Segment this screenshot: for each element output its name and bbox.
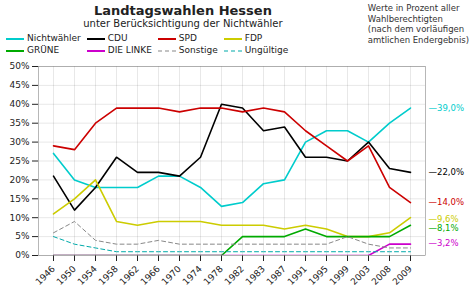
html-text:FDP: FDP xyxy=(244,33,263,43)
svg-text:1962: 1962 xyxy=(118,264,141,287)
svg-text:1946: 1946 xyxy=(34,264,57,287)
html-text:Ungültige: Ungültige xyxy=(244,45,289,55)
html-text:Nichtwähler: Nichtwähler xyxy=(27,33,81,43)
svg-text:1999: 1999 xyxy=(328,264,351,287)
svg-text:1954: 1954 xyxy=(76,264,99,287)
svg-text:1982: 1982 xyxy=(223,264,246,287)
svg-text:1966: 1966 xyxy=(139,264,162,287)
svg-text:0%: 0% xyxy=(15,250,30,260)
svg-text:30%: 30% xyxy=(9,137,29,147)
html-text:GRÜNE: GRÜNE xyxy=(27,45,60,55)
svg-text:—3,2%: —3,2% xyxy=(429,238,459,248)
svg-text:1991: 1991 xyxy=(286,264,309,287)
html-text:unter Berücksichtigung der Nic: unter Berücksichtigung der Nichtwähler xyxy=(83,18,283,29)
svg-text:1978: 1978 xyxy=(202,264,225,287)
svg-text:—8,1%: —8,1% xyxy=(429,223,459,233)
svg-text:—39,0%: —39,0% xyxy=(429,103,465,113)
svg-text:1987: 1987 xyxy=(265,264,288,287)
svg-text:50%: 50% xyxy=(9,61,29,71)
html-text:Sonstige: Sonstige xyxy=(178,45,218,55)
svg-text:1958: 1958 xyxy=(97,264,120,287)
svg-text:1983: 1983 xyxy=(244,264,267,287)
svg-text:45%: 45% xyxy=(9,80,29,90)
svg-text:1970: 1970 xyxy=(160,264,183,287)
svg-text:10%: 10% xyxy=(9,213,29,223)
html-text:DIE LINKE: DIE LINKE xyxy=(107,45,152,55)
svg-text:—9,6%: —9,6% xyxy=(429,214,459,224)
svg-text:—22,0%: —22,0% xyxy=(429,167,465,177)
svg-text:2003: 2003 xyxy=(349,264,372,287)
html-text:Werte in Prozent aller Wahlber: Werte in Prozent aller Wahlberechtigten … xyxy=(367,3,469,45)
svg-text:1995: 1995 xyxy=(307,264,330,287)
svg-text:1950: 1950 xyxy=(55,264,78,287)
svg-text:2008: 2008 xyxy=(370,264,393,287)
svg-text:20%: 20% xyxy=(9,175,29,185)
svg-text:15%: 15% xyxy=(9,194,29,204)
svg-text:25%: 25% xyxy=(9,156,29,166)
html-text:SPD: SPD xyxy=(178,33,197,43)
svg-text:1974: 1974 xyxy=(181,264,204,287)
svg-text:35%: 35% xyxy=(9,118,29,128)
html-text:Landtagswahlen Hessen: Landtagswahlen Hessen xyxy=(93,3,272,18)
html-text:CDU: CDU xyxy=(107,33,128,43)
svg-text:40%: 40% xyxy=(9,99,29,109)
svg-text:2009: 2009 xyxy=(391,264,414,287)
svg-text:—14,0%: —14,0% xyxy=(429,197,465,207)
svg-text:5%: 5% xyxy=(15,231,30,241)
